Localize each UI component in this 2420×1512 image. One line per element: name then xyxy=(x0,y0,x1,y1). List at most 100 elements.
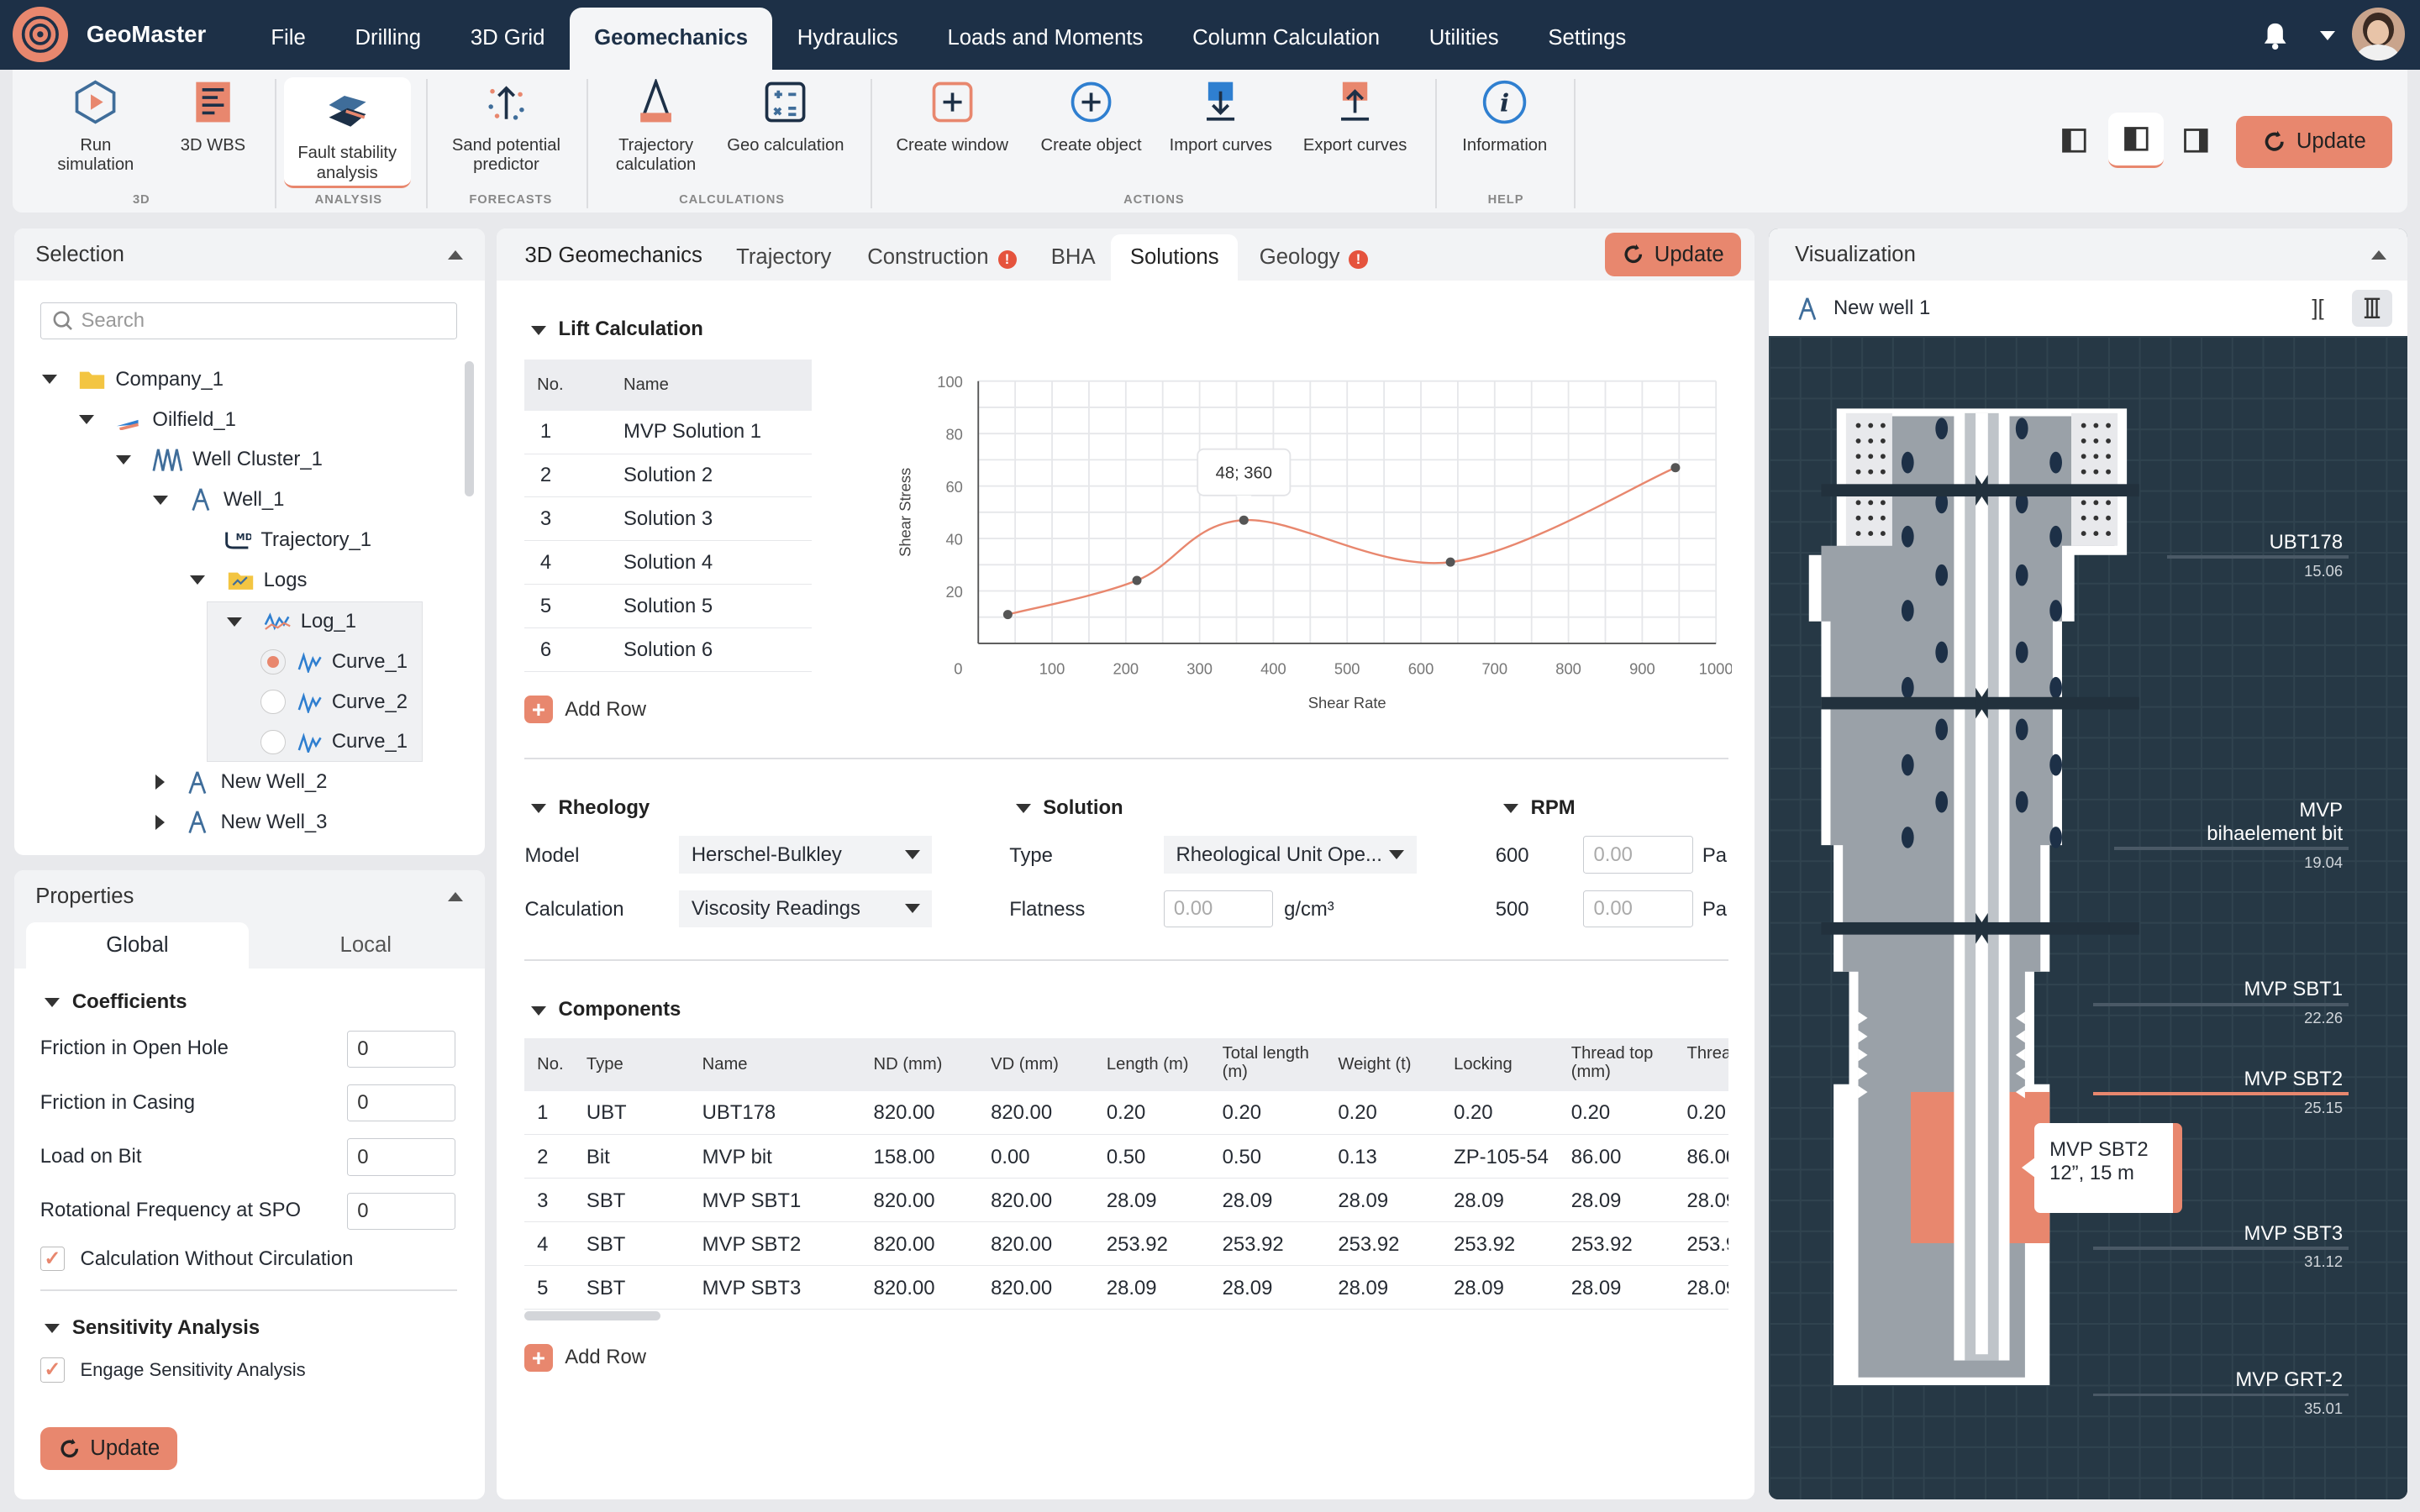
solution-section[interactable]: Solution xyxy=(1015,796,1123,820)
center-update-button[interactable]: Update xyxy=(1605,233,1741,276)
table-row[interactable]: 5 SBT MVP SBT3 820.00 820.00 28.09 28.09 28.09 2… xyxy=(524,1266,1729,1310)
nav-loads-and-moments[interactable]: Loads and Moments xyxy=(947,26,1144,50)
lift-table-row[interactable]: 5 Solution 5 xyxy=(524,585,813,629)
collapse-icon[interactable] xyxy=(448,891,463,901)
tree-item-well[interactable]: Well_1 xyxy=(152,485,284,516)
friction-casing-input[interactable]: 0 xyxy=(347,1084,455,1122)
rheology-section[interactable]: Rheology xyxy=(530,796,650,820)
app-logo-icon[interactable] xyxy=(12,7,68,63)
tree-scrollbar[interactable] xyxy=(464,360,474,497)
properties-header[interactable]: Properties xyxy=(13,869,485,923)
visualization-header[interactable]: Visualization xyxy=(1768,228,2408,281)
expand-icon[interactable] xyxy=(155,774,166,790)
calculation-select[interactable]: Viscosity Readings xyxy=(679,890,933,927)
tab-trajectory[interactable]: Trajectory xyxy=(736,245,832,270)
calc-without-circulation-checkbox[interactable]: ✓ xyxy=(39,1247,66,1272)
avatar[interactable] xyxy=(2352,8,2405,60)
rpm-section[interactable]: RPM xyxy=(1502,796,1576,820)
expand-icon[interactable] xyxy=(189,575,205,585)
lift-table-row[interactable]: 6 Solution 6 xyxy=(524,628,813,673)
tab-global[interactable]: Global xyxy=(26,922,249,969)
tab-construction[interactable]: Construction! xyxy=(867,245,1017,270)
table-row[interactable]: 4 SBT MVP SBT2 820.00 820.00 253.92 253.92 253.… xyxy=(524,1222,1729,1267)
ribbon-update-button[interactable]: Update xyxy=(2236,115,2392,169)
expand-icon[interactable] xyxy=(78,415,94,425)
components-scrollbar[interactable] xyxy=(524,1311,661,1321)
create-window-button[interactable]: Create window xyxy=(892,79,1013,156)
expand-icon[interactable] xyxy=(41,375,57,385)
3d-wbs-button[interactable]: 3D WBS xyxy=(170,79,256,156)
components-section[interactable]: Components xyxy=(530,998,681,1021)
table-row[interactable]: 3 SBT MVP SBT1 820.00 820.00 28.09 28.09 28.09 2… xyxy=(524,1179,1729,1222)
tree-item-trajectory[interactable]: MD Trajectory_1 xyxy=(224,524,371,555)
chevron-down-icon[interactable] xyxy=(2319,30,2335,40)
geo-calculation-button[interactable]: Geo calculation xyxy=(725,79,845,156)
col-header[interactable]: Type xyxy=(586,1055,623,1074)
tree-item-company[interactable]: Company_1 xyxy=(41,364,224,395)
lift-table-row[interactable]: 2 Solution 2 xyxy=(524,454,813,498)
tree-item-logs[interactable]: Logs xyxy=(189,564,307,596)
expand-icon[interactable] xyxy=(155,814,166,830)
tab-local[interactable]: Local xyxy=(339,933,392,958)
rotational-frequency-input[interactable]: 0 xyxy=(347,1192,455,1230)
col-header[interactable]: Weight (t) xyxy=(1338,1055,1412,1074)
column-view-icon[interactable] xyxy=(2352,290,2392,328)
create-object-button[interactable]: Create object xyxy=(1031,79,1151,156)
lift-table-row[interactable]: 1 MVP Solution 1 xyxy=(524,410,813,454)
tab-3d-geomechanics[interactable]: 3D Geomechanics xyxy=(524,244,702,268)
run-simulation-button[interactable]: Run simulation xyxy=(40,79,151,176)
nav-utilities[interactable]: Utilities xyxy=(1428,26,1499,50)
lift-add-row-button[interactable]: + Add Row xyxy=(524,696,646,724)
rpm-600-input[interactable]: 0.00 xyxy=(1583,836,1693,874)
col-header[interactable]: Thread top (mm) xyxy=(1570,1044,1654,1082)
col-header[interactable]: No. xyxy=(537,1055,564,1074)
component-label[interactable]: MVP GRT-2 xyxy=(2235,1368,2344,1392)
components-add-row-button[interactable]: + Add Row xyxy=(524,1343,646,1372)
component-label[interactable]: MVP SBT3 xyxy=(2244,1221,2344,1245)
nav-settings[interactable]: Settings xyxy=(1548,26,1627,50)
tree-item-curve-2[interactable]: Curve_2 xyxy=(260,686,408,717)
nav-geomechanics[interactable]: Geomechanics xyxy=(569,8,773,70)
expand-icon[interactable] xyxy=(152,495,168,505)
engage-sensitivity-row[interactable]: ✓ Engage Sensitivity Analysis xyxy=(39,1357,306,1383)
col-header[interactable]: Total length (m) xyxy=(1222,1044,1309,1082)
sand-potential-predictor-button[interactable]: Sand potential predictor xyxy=(441,79,571,176)
tab-solutions[interactable]: Solutions xyxy=(1111,234,1239,281)
component-label[interactable]: MVP SBT2 xyxy=(2244,1067,2344,1090)
component-label[interactable]: UBT178 xyxy=(2269,530,2344,554)
collapse-icon[interactable] xyxy=(448,249,463,260)
nav-3d-grid[interactable]: 3D Grid xyxy=(470,26,545,50)
nav-column-calculation[interactable]: Column Calculation xyxy=(1192,26,1380,50)
layout-right-toggle[interactable] xyxy=(2181,125,2212,156)
fault-stability-analysis-button[interactable]: Fault stability analysis xyxy=(283,76,411,189)
expand-icon[interactable] xyxy=(226,617,242,627)
selection-search-input[interactable]: Search xyxy=(39,302,457,340)
tree-item-new-well-2[interactable]: New Well_2 xyxy=(155,767,327,798)
component-label[interactable]: MVP bihaelement bit xyxy=(2207,799,2344,845)
tree-item-curve-1[interactable]: Curve_1 xyxy=(260,647,408,678)
tree-item-curve-3[interactable]: Curve_1 xyxy=(260,727,408,758)
import-curves-button[interactable]: Import curves xyxy=(1167,79,1276,156)
col-header[interactable]: Thread bottom xyxy=(1686,1044,1728,1063)
component-label[interactable]: MVP SBT1 xyxy=(2244,978,2344,1001)
rpm-500-input[interactable]: 0.00 xyxy=(1583,890,1693,927)
col-header[interactable]: ND (mm) xyxy=(873,1055,943,1074)
curve-radio[interactable] xyxy=(260,729,286,755)
bell-icon[interactable] xyxy=(2263,22,2287,55)
model-select[interactable]: Herschel-Bulkley xyxy=(679,836,933,874)
layout-split-toggle[interactable] xyxy=(2107,113,2165,169)
col-header[interactable]: Locking xyxy=(1454,1055,1512,1074)
curve-radio-selected[interactable] xyxy=(260,649,286,675)
flatness-input[interactable]: 0.00 xyxy=(1163,890,1274,927)
tab-geology[interactable]: Geology! xyxy=(1260,245,1368,270)
table-row[interactable]: 2 Bit MVP bit 158.00 0.00 0.50 0.50 0.13 ZP-105-… xyxy=(524,1135,1729,1179)
collapse-icon[interactable] xyxy=(2370,249,2386,260)
collapse-horizontal-icon[interactable]: ][ xyxy=(2312,296,2324,320)
sensitivity-section[interactable]: Sensitivity Analysis xyxy=(45,1316,260,1340)
properties-update-button[interactable]: Update xyxy=(39,1426,178,1471)
lift-calculation-section[interactable]: Lift Calculation xyxy=(530,318,703,341)
calc-without-circulation-row[interactable]: ✓ Calculation Without Circulation xyxy=(39,1247,353,1272)
friction-open-hole-input[interactable]: 0 xyxy=(347,1030,455,1068)
col-header[interactable]: VD (mm) xyxy=(991,1055,1059,1074)
expand-icon[interactable] xyxy=(115,454,131,465)
